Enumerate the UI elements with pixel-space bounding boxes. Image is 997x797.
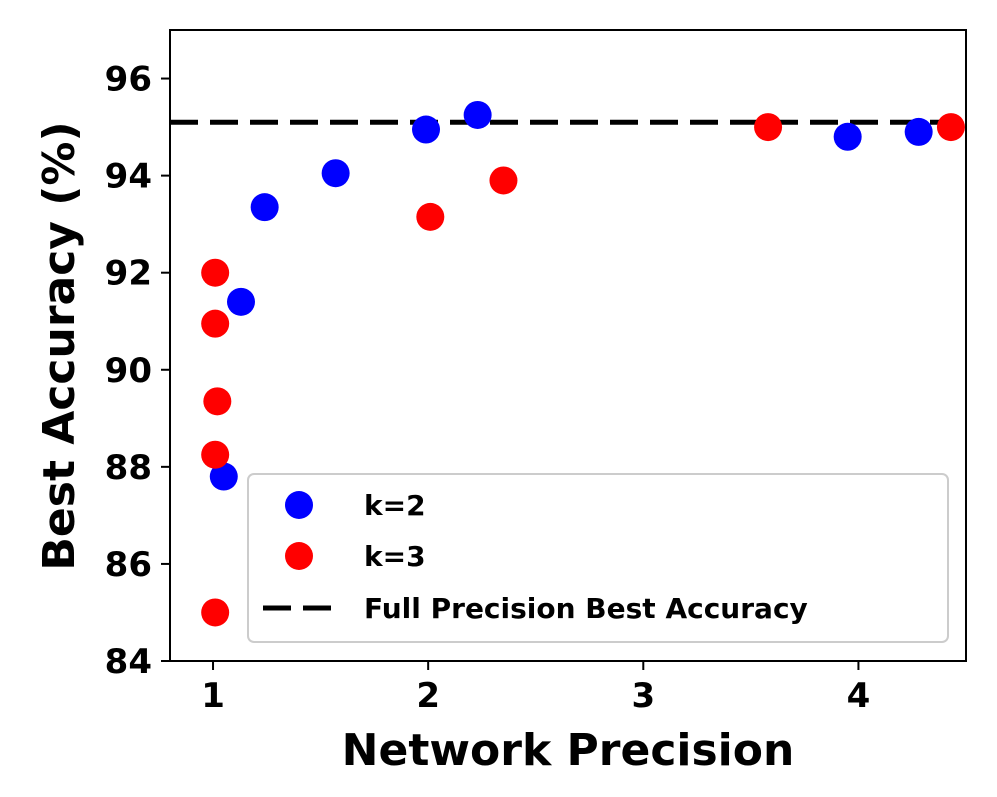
- data-point-k2: [833, 122, 862, 151]
- data-point-k3: [201, 598, 230, 627]
- data-point-k3: [936, 113, 965, 142]
- data-point-k3: [203, 387, 232, 416]
- axes: 1 2 3 4 84 86 88 90 92 94 96: [105, 60, 871, 716]
- data-point-k2: [321, 159, 350, 188]
- y-axis-title: Best Accuracy (%): [34, 121, 85, 570]
- legend-box: [247, 473, 949, 643]
- x-tick-label: 2: [416, 676, 440, 716]
- legend-label: k=3: [364, 540, 426, 573]
- plot-area: [170, 100, 966, 627]
- legend-marker-k2: [285, 491, 313, 519]
- x-tick-label: 4: [847, 676, 871, 716]
- legend-label: k=2: [364, 489, 426, 522]
- legend-marker-k3: [285, 542, 313, 570]
- data-point-k2: [463, 100, 492, 129]
- y-tick-label: 92: [105, 254, 152, 294]
- data-point-k3: [416, 202, 445, 231]
- data-point-k2: [250, 193, 279, 222]
- data-point-k3: [201, 309, 230, 338]
- y-tick-label: 94: [105, 157, 152, 197]
- data-point-k2: [412, 115, 441, 144]
- legend: k=2 k=3 Full Precision Best Accuracy: [247, 473, 949, 643]
- data-point-k3: [489, 166, 518, 195]
- y-tick-label: 84: [105, 642, 152, 682]
- x-axis-title: Network Precision: [342, 725, 795, 776]
- data-point-k2: [209, 462, 238, 491]
- y-tick-label: 96: [105, 60, 152, 100]
- legend-label: Full Precision Best Accuracy: [364, 592, 808, 625]
- y-tick-label: 86: [105, 545, 152, 585]
- y-tick-label: 88: [105, 448, 152, 488]
- plot-frame: [169, 29, 967, 662]
- data-point-k2: [226, 287, 255, 316]
- x-tick-label: 1: [201, 676, 225, 716]
- data-point-k2: [904, 117, 933, 146]
- y-tick-label: 90: [105, 351, 152, 391]
- data-point-k3: [201, 440, 230, 469]
- data-point-k3: [754, 113, 783, 142]
- data-point-k3: [201, 258, 230, 287]
- x-tick-label: 3: [631, 676, 655, 716]
